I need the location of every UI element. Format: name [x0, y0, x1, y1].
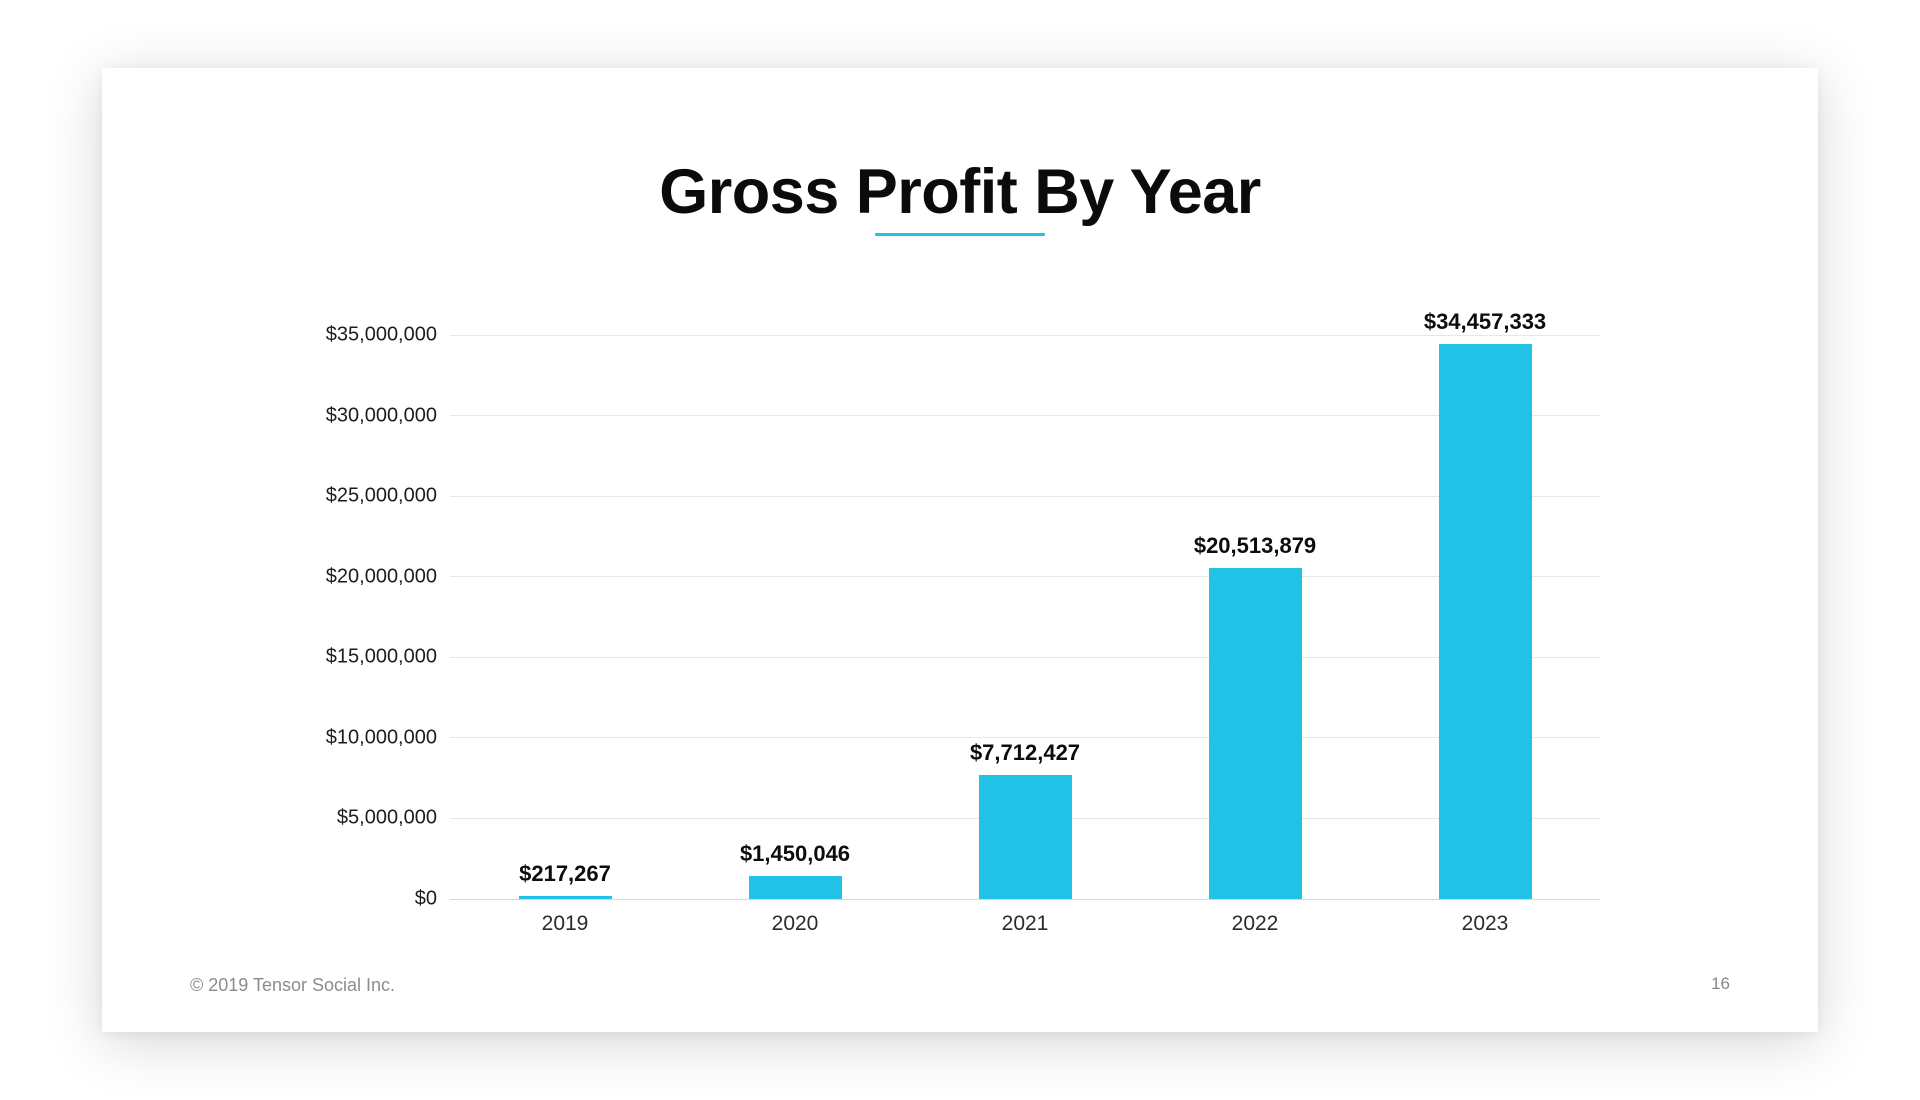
page-number: 16: [1711, 974, 1730, 993]
bar-2023: [1438, 343, 1532, 899]
y-axis-tick-label: $20,000,000: [325, 565, 437, 588]
bar-value-label: $1,450,046: [739, 840, 851, 866]
gridline: [450, 495, 1600, 497]
y-axis-tick-label: $15,000,000: [325, 645, 437, 668]
x-axis-category-label: 2020: [771, 912, 819, 935]
bar-value-label: $7,712,427: [969, 739, 1081, 765]
y-axis-tick-label: $35,000,000: [325, 323, 437, 346]
title-underline-accent: [875, 233, 1045, 236]
slide-title: Gross Profit By Year: [659, 157, 1261, 227]
gridline: [450, 656, 1600, 658]
bar-2022: [1208, 568, 1302, 899]
y-axis-tick-label: $0: [414, 887, 437, 910]
bar-chart-plot: $0 $5,000,000 $10,000,000 $15,000,000 $20,00…: [326, 309, 1600, 935]
x-axis-category-label: 2021: [1001, 912, 1049, 935]
y-axis-tick-label: $10,000,000: [325, 726, 437, 749]
footer-copyright: © 2019 Tensor Social Inc.: [190, 975, 396, 995]
x-axis-category-label: 2022: [1231, 912, 1279, 935]
x-axis-baseline: [450, 898, 1600, 900]
bar-value-label: $20,513,879: [1193, 533, 1317, 559]
x-axis-category-label: 2019: [541, 912, 589, 935]
bar-value-label: $217,267: [519, 860, 611, 886]
gridline: [450, 334, 1600, 336]
slide-canvas: Gross Profit By Year $0 $5,000,000 $10,000…: [102, 68, 1818, 1032]
bar-2021: [978, 774, 1072, 899]
bar-2020: [748, 875, 842, 899]
y-axis-tick-label: $5,000,000: [336, 806, 437, 829]
y-axis-tick-label: $30,000,000: [325, 404, 437, 427]
gridline: [450, 415, 1600, 417]
bar-value-label: $34,457,333: [1423, 308, 1547, 334]
gridline: [450, 576, 1600, 578]
x-axis-category-label: 2023: [1461, 912, 1509, 935]
gridline: [450, 737, 1600, 739]
y-axis-tick-label: $25,000,000: [325, 484, 437, 507]
bar-2019: [518, 895, 612, 899]
